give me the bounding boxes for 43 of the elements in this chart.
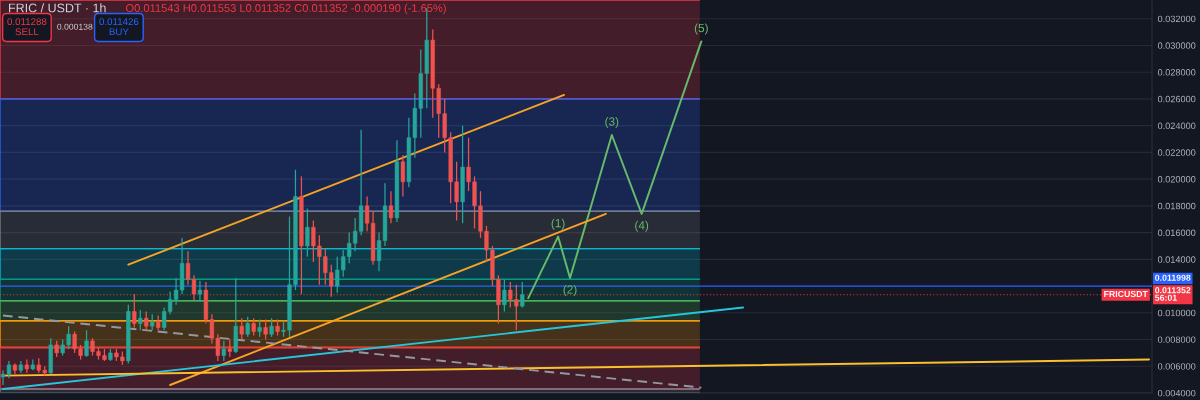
- annotation: 0.011426 BUY: [99, 18, 139, 36]
- candlestick: [84, 329, 89, 358]
- y-tick-label: 0.010000: [1157, 309, 1196, 317]
- candlestick: [197, 280, 203, 303]
- y-tick-label: 0.024000: [1157, 122, 1196, 130]
- candlestick: [144, 310, 149, 331]
- candlestick: [388, 190, 394, 224]
- ref-line-label: 0.011352 56:01: [1155, 287, 1191, 301]
- line-series: [527, 40, 703, 300]
- candlestick: [520, 281, 525, 309]
- candlestick: [502, 278, 507, 313]
- annotation: (1): [551, 218, 565, 230]
- y-tick-label: 0.006000: [1157, 363, 1196, 370]
- annotation: FRICUSDT: [1104, 290, 1148, 298]
- candlestick: [239, 317, 244, 341]
- annotation: (4): [635, 220, 649, 232]
- candlestick: [245, 316, 250, 338]
- candlestick: [400, 154, 406, 198]
- candlestick: [138, 309, 143, 331]
- candlestick: [305, 207, 310, 258]
- annotation: (2): [563, 284, 577, 296]
- y-tick-label: 0.030000: [1157, 42, 1196, 49]
- y-tick-label: 0.032000: [1157, 15, 1196, 23]
- annotation: (5): [694, 23, 708, 35]
- y-tick-label: 0.026000: [1157, 95, 1196, 103]
- candlestick: [263, 318, 268, 341]
- chart-subtitle: O0.011543 H0.011553 L0.011352 C0.011352 -0.000190 (-1.65%): [126, 3, 446, 15]
- annotation: (3): [605, 117, 619, 129]
- y-tick-label: 0.014000: [1157, 256, 1196, 263]
- candlestick: [221, 340, 226, 362]
- y-tick-label: 0.020000: [1157, 176, 1196, 183]
- candlestick: [269, 317, 274, 338]
- candlestick: [132, 293, 137, 329]
- y-tick-label: 0.028000: [1157, 69, 1196, 76]
- y-tick-label: 0.018000: [1157, 202, 1196, 210]
- y-tick-label: 0.004000: [1157, 389, 1196, 397]
- y-tick-label: 0.022000: [1157, 149, 1196, 156]
- annotation: 0.011288 SELL: [7, 18, 47, 36]
- ref-line-label: 0.011998: [1155, 274, 1191, 281]
- y-tick-label: 0.008000: [1157, 336, 1196, 343]
- chart-title: FRIC / USDT · 1h: [9, 3, 106, 13]
- y-tick-label: 0.016000: [1157, 229, 1196, 236]
- annotation: 0.000138: [57, 23, 93, 30]
